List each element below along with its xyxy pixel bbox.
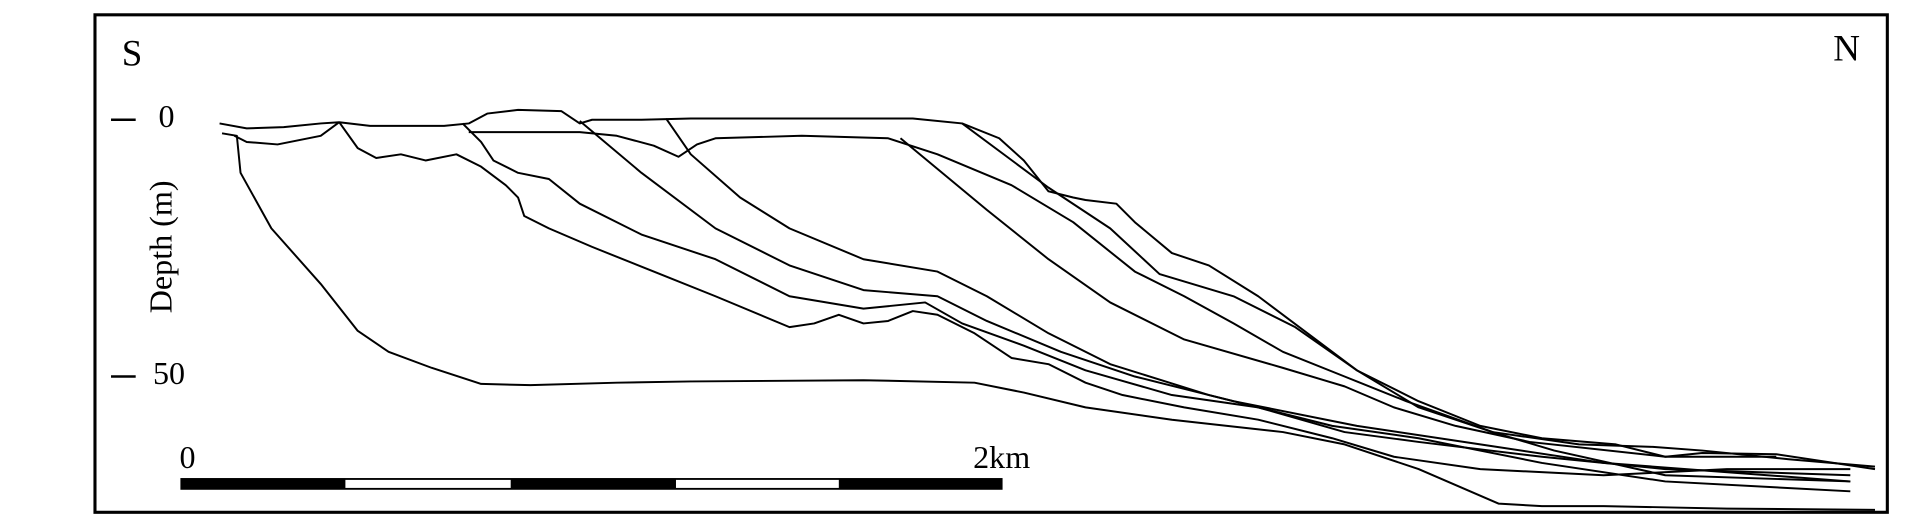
north-label: N xyxy=(1833,28,1860,69)
profile xyxy=(468,131,1876,468)
depth-axis-title: Depth (m) xyxy=(142,180,178,313)
scale-bar-segment xyxy=(838,478,1002,489)
depth-tick-label: 0 xyxy=(159,98,175,134)
profile xyxy=(221,132,1876,511)
scale-bar-segment xyxy=(181,478,346,489)
profile xyxy=(665,117,1851,493)
profile xyxy=(899,137,1777,458)
profile xyxy=(338,121,1851,477)
frame xyxy=(93,13,1889,514)
profile xyxy=(579,120,1851,483)
scale-bar-end: 2km xyxy=(973,439,1030,475)
profile xyxy=(961,122,1851,483)
profile xyxy=(219,108,1876,471)
depth-tick-label: 50 xyxy=(153,355,185,391)
profile xyxy=(233,121,340,146)
south-label: S xyxy=(122,33,143,74)
scale-bar: 0 2km xyxy=(179,439,1030,490)
profile xyxy=(461,122,1851,477)
profiles xyxy=(219,108,1876,511)
scale-bar-segment xyxy=(510,478,676,489)
scale-bar-start: 0 xyxy=(179,439,195,475)
